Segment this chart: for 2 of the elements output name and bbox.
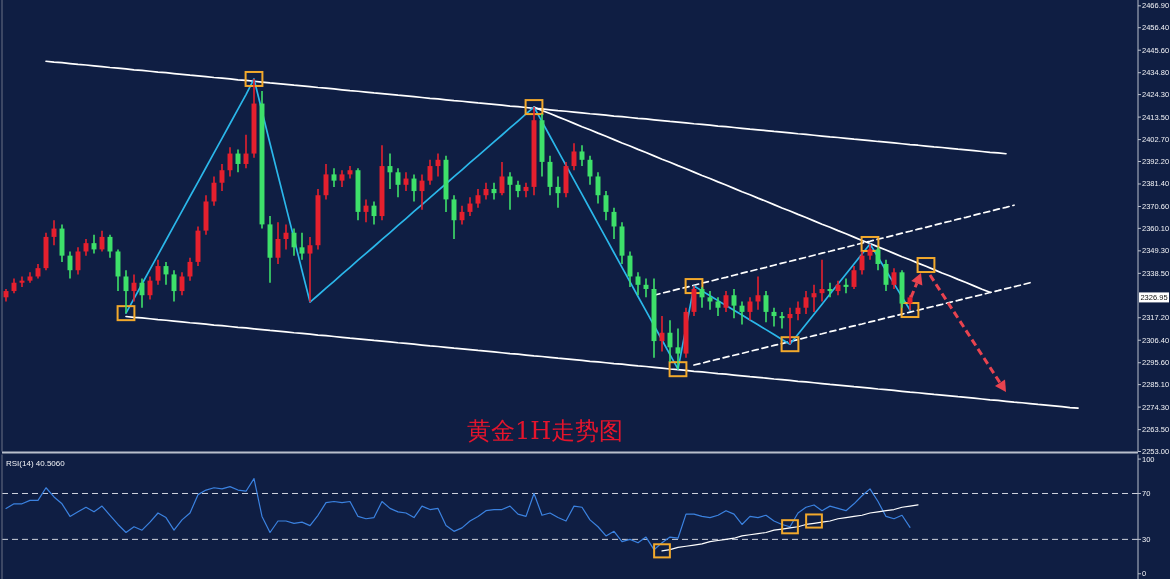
text: RSI(14) 40.5060 (6, 458, 66, 468)
text: 黄金1H走势图 (466, 416, 624, 445)
